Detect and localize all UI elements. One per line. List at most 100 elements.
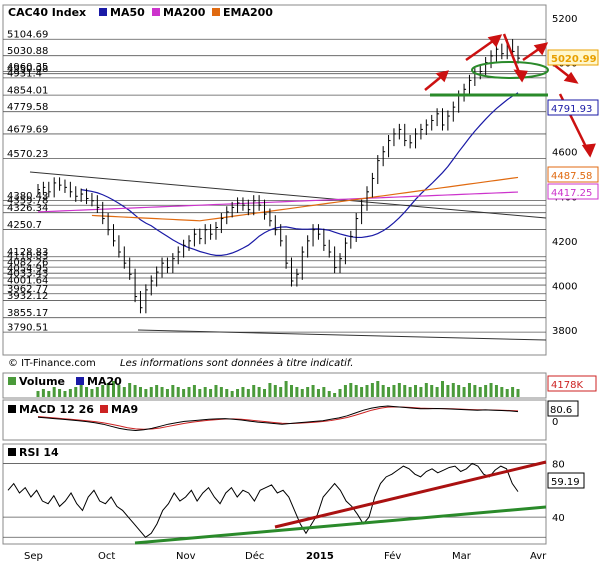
volume-bar: [279, 387, 283, 397]
volume-bar: [397, 383, 401, 397]
long-term-downtrend-line: [29, 171, 547, 219]
price-value-tags: 5020.99 4791.93 4487.58 4417.25: [547, 49, 599, 200]
level-label: 4950.08: [7, 64, 48, 75]
level-label: 4380.43: [7, 191, 48, 202]
ma50-line: [81, 92, 519, 256]
level-label: 4128.83: [7, 247, 48, 258]
price-y-tick: 4000: [552, 281, 577, 292]
rsi-line: [7, 462, 519, 538]
volume-bar: [414, 385, 418, 397]
macd-value-label: 80.6: [550, 405, 572, 416]
volume-bar: [155, 385, 159, 397]
volume-bar: [430, 385, 434, 397]
level-label: 4679.69: [7, 124, 48, 135]
level-label: 3790.51: [7, 323, 48, 334]
volume-bar: [241, 387, 245, 397]
rsi-green-support-line: [134, 505, 547, 545]
volume-bar: [295, 387, 299, 397]
volume-ma-legend-swatch: [76, 377, 84, 385]
rsi-panel-frame: [2, 443, 547, 545]
level-label: 3855.17: [7, 308, 48, 319]
volume-bar: [500, 387, 504, 397]
volume-bar: [149, 387, 153, 397]
level-label: 4054.95: [7, 264, 48, 275]
volume-bar: [257, 387, 261, 397]
volume-bar: [171, 385, 175, 397]
volume-value-label: 4178K: [551, 380, 583, 391]
volume-bar: [133, 385, 137, 397]
level-label: 4960.35: [7, 62, 48, 73]
volume-bar: [68, 389, 72, 397]
macd-value-tag: [547, 400, 579, 417]
level-label: 4326.34: [7, 203, 48, 214]
legend-label: EMA200: [223, 6, 273, 19]
rsi-legend-label: RSI 14: [19, 446, 59, 459]
macd-panel-frame: [2, 399, 547, 441]
macd-legend-label: MACD 12 26: [19, 403, 94, 416]
price-trendlines: [29, 171, 547, 341]
level-label: 3932.12: [7, 291, 48, 302]
x-tick-label: Avr: [530, 551, 547, 562]
level-label: 3962.77: [7, 284, 48, 295]
volume-bar: [214, 385, 218, 397]
volume-bar: [349, 383, 353, 397]
source-credit: © IT-Finance.com: [8, 358, 96, 369]
level-label: 4001.64: [7, 276, 48, 287]
volume-bar: [435, 387, 439, 397]
x-tick-label: Mar: [452, 551, 472, 562]
value-tag-label: 4417.25: [551, 188, 592, 199]
volume-bar: [484, 385, 488, 397]
volume-bar: [203, 387, 207, 397]
volume-bar: [182, 389, 186, 397]
value-tag-label: 5020.99: [551, 54, 597, 65]
legend-swatch: [212, 8, 220, 16]
volume-bar: [47, 391, 51, 397]
volume-bars: Volume MA20 4178K: [8, 375, 597, 397]
volume-legend-swatch: [8, 377, 16, 385]
volume-bar: [446, 385, 450, 397]
x-tick-label: Déc: [245, 550, 264, 562]
arrow-up-3-head: [533, 42, 549, 56]
volume-bar: [370, 383, 374, 397]
volume-bar: [403, 385, 407, 397]
legend-swatch: [152, 8, 160, 16]
volume-bar: [467, 383, 471, 397]
volume-bar: [138, 387, 142, 397]
x-tick-label: Oct: [98, 551, 115, 562]
macd-ma9-legend-swatch: [100, 405, 108, 413]
value-tag-box: [547, 183, 599, 200]
rsi-red-support-line: [274, 460, 547, 529]
level-label: 4110.83: [7, 251, 48, 262]
volume-bar: [58, 389, 62, 397]
legend-label: MA50: [110, 6, 145, 19]
price-annotations: [424, 33, 596, 158]
volume-bar: [236, 389, 240, 397]
value-tag-box: [547, 49, 599, 66]
volume-bar: [85, 387, 89, 397]
volume-bar: [112, 381, 116, 397]
price-panel-frame: [2, 4, 547, 356]
volume-bar: [90, 389, 94, 397]
volume-bar: [338, 389, 342, 397]
price-legend: CAC40 Index MA50 MA200 EMA200: [8, 6, 273, 19]
volume-bar: [365, 385, 369, 397]
legend-label: CAC40 Index: [8, 6, 86, 19]
volume-bar: [192, 385, 196, 397]
volume-bar: [462, 387, 466, 397]
legend-label: MA200: [163, 6, 206, 19]
volume-bar: [381, 385, 385, 397]
level-label: 4931.4: [7, 68, 42, 79]
volume-bar: [252, 385, 256, 397]
volume-bar: [494, 385, 498, 397]
price-y-tick: 4200: [552, 237, 577, 248]
macd-y-tick: 0: [552, 417, 558, 428]
price-y-tick: 3800: [552, 326, 577, 337]
volume-bar: [289, 385, 293, 397]
volume-bar: [160, 387, 164, 397]
legend-swatch: [99, 8, 107, 16]
level-label: 4779.58: [7, 102, 48, 113]
volume-bar: [144, 389, 148, 397]
volume-bar: [311, 385, 315, 397]
rsi-legend-swatch: [8, 448, 16, 456]
volume-bar: [63, 391, 67, 397]
